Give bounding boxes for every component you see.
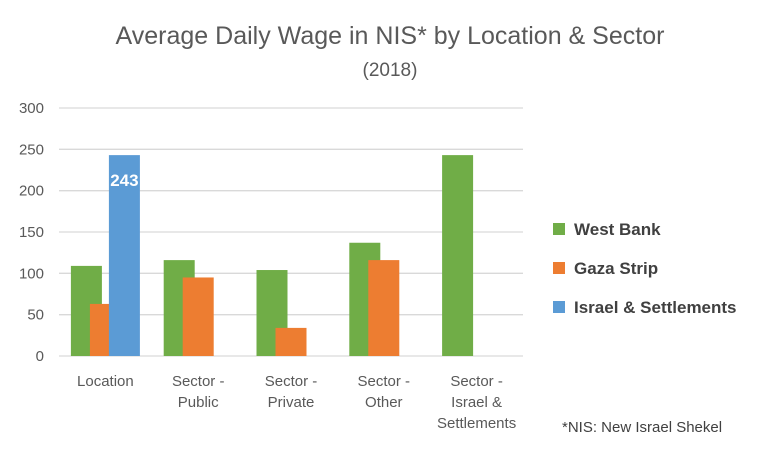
legend-label: Gaza Strip — [574, 259, 658, 278]
y-tick-label: 250 — [19, 141, 44, 158]
bar-gaza-strip — [182, 277, 214, 356]
bar-gaza-strip — [275, 327, 307, 356]
y-tick-label: 300 — [19, 100, 44, 117]
bar-gaza-strip — [368, 260, 400, 356]
y-tick-label: 200 — [19, 183, 44, 200]
x-tick-label: Sector -Other — [358, 373, 411, 411]
y-tick-label: 150 — [19, 224, 44, 241]
x-tick-label: Sector -Public — [172, 373, 225, 411]
legend-label: West Bank — [574, 220, 661, 239]
x-tick-label: Sector -Israel & Settlements — [437, 373, 516, 432]
legend-label: Israel & Settlements — [574, 298, 737, 317]
footnote: *NIS: New Israel Shekel — [562, 419, 722, 436]
y-tick-label: 0 — [36, 348, 44, 365]
y-tick-label: 50 — [27, 307, 44, 324]
legend-swatch — [553, 301, 565, 313]
chart-subtitle: (2018) — [363, 60, 418, 81]
data-label: 243 — [110, 171, 138, 190]
legend-swatch — [553, 223, 565, 235]
legend-swatch — [553, 262, 565, 274]
chart-title: Average Daily Wage in NIS* by Location &… — [116, 22, 665, 50]
bar-west-bank — [442, 155, 474, 356]
x-tick-label: Location — [77, 373, 134, 390]
y-tick-label: 100 — [19, 265, 44, 282]
bar-israel-settlements — [108, 155, 140, 356]
x-tick-label: Sector -Private — [265, 373, 318, 411]
